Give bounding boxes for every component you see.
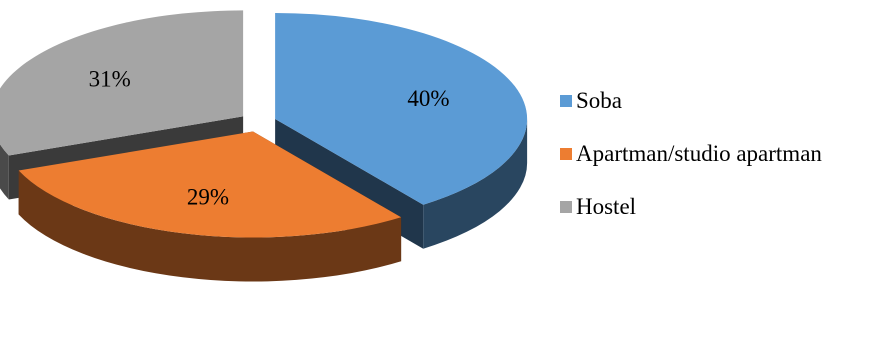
slice-label-soba: 40% [407, 86, 449, 111]
slice-top-soba [275, 12, 528, 205]
legend-swatch-hostel [560, 201, 572, 213]
slice-side-soba-0 [423, 118, 528, 249]
slice-label-apartman: 29% [187, 185, 229, 210]
legend-label-apartman: Apartman/studio apartman [576, 141, 822, 166]
slice-label-hostel: 31% [89, 66, 131, 91]
legend-item-soba: Soba [560, 88, 822, 114]
legend-label-soba: Soba [576, 88, 622, 113]
slice-top-apartman [18, 131, 402, 238]
legend-label-hostel: Hostel [576, 194, 637, 219]
slice-top-hostel [0, 10, 244, 156]
legend-swatch-soba [560, 95, 572, 107]
legend-item-hostel: Hostel [560, 194, 822, 220]
slice-side-apartman-0 [18, 170, 402, 282]
pie-tops [0, 10, 528, 238]
pie-labels: 40% 29% 31% [89, 66, 450, 209]
legend-swatch-apartman [560, 148, 572, 160]
slice-side-hostel-0 [0, 144, 9, 200]
chart-legend: Soba Apartman/studio apartman Hostel [560, 88, 822, 247]
legend-item-apartman: Apartman/studio apartman [560, 141, 822, 167]
